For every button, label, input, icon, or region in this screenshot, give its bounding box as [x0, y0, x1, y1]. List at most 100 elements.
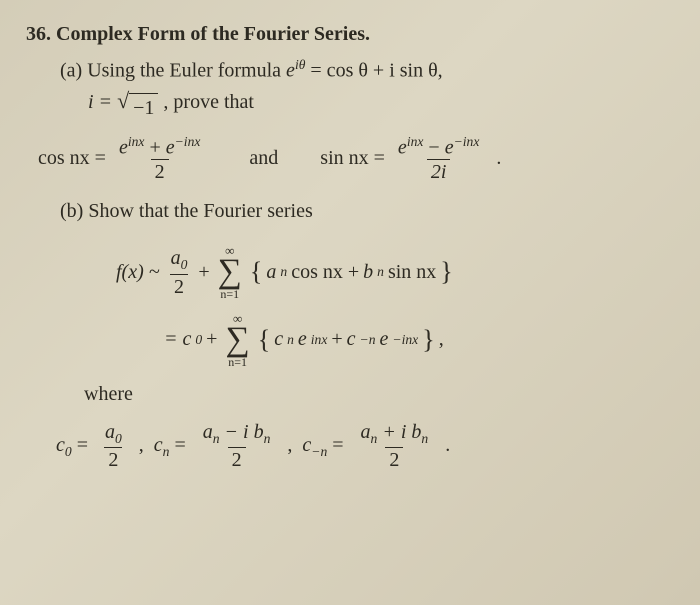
identities-period: .: [496, 144, 501, 173]
c0-sub: 0: [195, 330, 202, 350]
euler-exp: iθ: [295, 57, 305, 72]
bn: b: [363, 258, 373, 287]
series-plus1: +: [198, 258, 209, 287]
cos-exp1: inx: [128, 134, 145, 149]
sin-lhs: sin nx =: [320, 144, 385, 173]
coef-cmn-asub: n: [371, 431, 378, 446]
brace-close-2: }: [422, 321, 434, 359]
coef-cn-mid: − i: [225, 421, 249, 443]
an: a: [266, 258, 276, 287]
coef-a0-a: a: [105, 421, 115, 443]
coef-eq2: =: [174, 434, 185, 456]
coef-cmn-b: b: [411, 421, 421, 443]
cos-lhs: cos nx =: [38, 144, 106, 173]
cos-den: 2: [151, 159, 169, 183]
fx: f(x) ~: [116, 258, 160, 287]
problem-number: 36.: [26, 23, 51, 45]
a0-sub: 0: [181, 257, 188, 272]
a0-den: 2: [170, 274, 188, 298]
sigma-icon-2: ∑: [225, 325, 249, 356]
eq-c0: = c: [164, 325, 191, 354]
sin-den: 2i: [431, 161, 447, 183]
sum2-bot: n=1: [228, 356, 247, 368]
sin-exp1: inx: [407, 134, 424, 149]
cos-fraction: einx + e−inx 2: [115, 135, 204, 184]
sin-fraction: einx − e−inx 2i: [394, 135, 483, 184]
sin-e1: e: [398, 136, 407, 158]
identities-row: cos nx = einx + e−inx 2 and sin nx = ein…: [38, 135, 674, 184]
sin-exp2: −inx: [454, 134, 480, 149]
c-neg: c: [347, 325, 356, 354]
series-plus2: +: [206, 325, 217, 354]
series-row-1: f(x) ~ a0 2 + ∞ ∑ n=1 { an cos nx + bn s…: [116, 244, 674, 300]
exp-pos: inx: [311, 330, 328, 350]
brace-close-1: }: [440, 253, 452, 291]
cosnx: cos nx +: [291, 258, 359, 287]
coef-cn-frac: an − i bn 2: [199, 421, 275, 472]
brace-open-2: {: [258, 321, 270, 359]
a0-frac: a0 2: [167, 247, 192, 298]
coef-c0-sub: 0: [65, 444, 72, 459]
coef-cmn-den: 2: [385, 447, 403, 471]
coef-a0-frac: a0 2: [101, 421, 126, 472]
part-b-label: (b): [60, 200, 83, 222]
sum-icon-1: ∞ ∑ n=1: [218, 244, 242, 300]
bn-sub: n: [377, 262, 384, 282]
coef-a0-den: 2: [104, 447, 122, 471]
euler-rhs: = cos θ + i sin θ,: [310, 60, 442, 82]
coef-cn-den: 2: [228, 447, 246, 471]
sqrt-body: −1: [129, 93, 158, 123]
euler-e: e: [286, 60, 295, 82]
coef-cmn-bsub: n: [421, 431, 428, 446]
sinnx: sin nx: [388, 258, 436, 287]
coef-cn-bsub: n: [264, 431, 271, 446]
part-a-line2: i = √ −1 , prove that: [88, 88, 674, 123]
coef-a0-sub: 0: [115, 431, 122, 446]
sqrt-icon: √ −1: [117, 90, 158, 123]
problem-header: 36. Complex Form of the Fourier Series.: [26, 20, 674, 49]
where-text: where: [84, 380, 674, 409]
radical-symbol: √: [117, 90, 129, 112]
coef-cmn-a: a: [361, 421, 371, 443]
part-a-label: (a): [60, 60, 82, 82]
coef-cmn-mid: + i: [382, 421, 406, 443]
coef-cn-asub: n: [213, 431, 220, 446]
coef-cmn: c: [302, 434, 311, 456]
sep1: ,: [139, 431, 144, 460]
cn-sub: n: [287, 330, 294, 350]
e-neg: e: [380, 325, 389, 354]
sigma-icon: ∑: [218, 257, 242, 288]
series-comma: ,: [439, 325, 444, 354]
coef-eq3: =: [332, 434, 343, 456]
cos-e2: e: [166, 136, 175, 158]
sum1-bot: n=1: [220, 288, 239, 300]
sum-icon-2: ∞ ∑ n=1: [225, 312, 249, 368]
sin-e2: e: [445, 136, 454, 158]
final-period: .: [445, 431, 450, 460]
a0-a: a: [171, 247, 181, 269]
cn: c: [274, 325, 283, 354]
coef-cmn-sub: −n: [311, 444, 327, 459]
part-a-text1: Using the Euler formula: [87, 60, 286, 82]
sep2: ,: [287, 431, 292, 460]
coeffs-row: c0 = a0 2 , cn = an − i bn 2 , c−n = an …: [56, 421, 674, 472]
exp-neg: −inx: [392, 330, 418, 350]
i-equals: i =: [88, 91, 117, 113]
e-pos: e: [298, 325, 307, 354]
cneg-sub: −n: [360, 330, 376, 350]
part-a-line1: (a) Using the Euler formula eiθ = cos θ …: [60, 55, 674, 86]
cos-e1: e: [119, 136, 128, 158]
sin-minus: −: [428, 136, 444, 158]
cos-exp2: −inx: [175, 134, 201, 149]
brace-open-1: {: [250, 253, 262, 291]
part-b-line: (b) Show that the Fourier series: [60, 197, 674, 226]
coef-cmn-frac: an + i bn 2: [357, 421, 433, 472]
coef-eq1: =: [77, 434, 88, 456]
coef-cn-a: a: [203, 421, 213, 443]
an-sub: n: [280, 262, 287, 282]
coef-cn-b: b: [254, 421, 264, 443]
coef-cn-sub: n: [163, 444, 170, 459]
and-text: and: [249, 144, 278, 173]
coef-c0: c: [56, 434, 65, 456]
series-row-2: = c0 + ∞ ∑ n=1 { cn einx + c−n e−inx } ,: [164, 312, 674, 368]
